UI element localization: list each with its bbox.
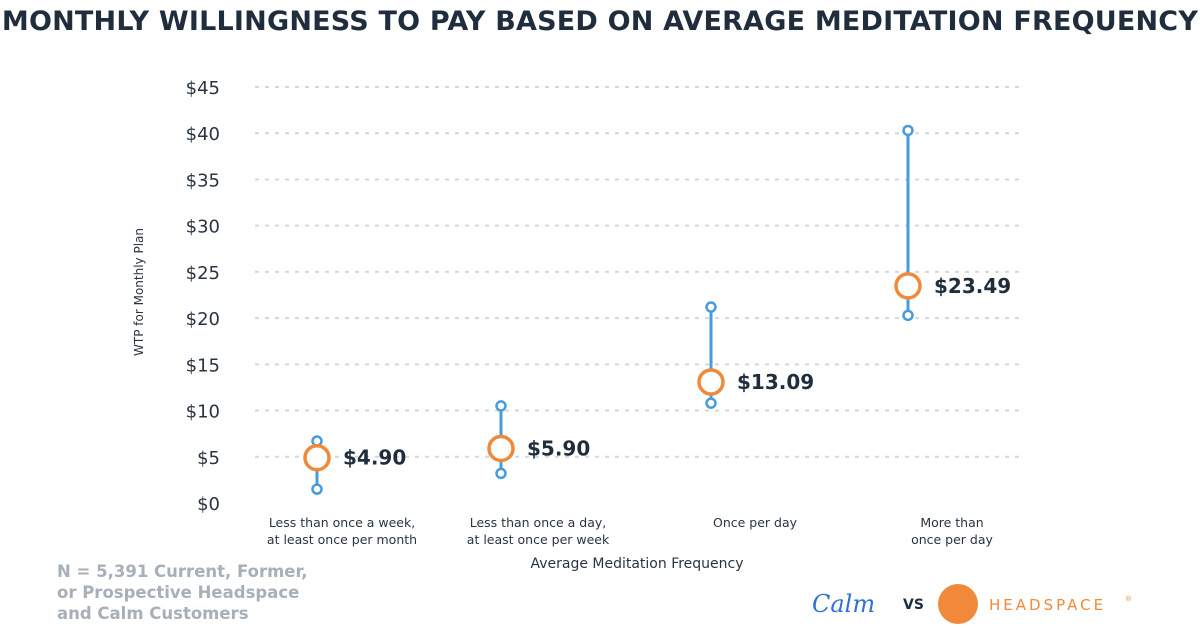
- data-label: $23.49: [934, 274, 1011, 298]
- range-high-point: [902, 124, 914, 137]
- y-tick-label: $0: [197, 494, 220, 515]
- median-marker: [303, 443, 331, 472]
- y-tick-label: $15: [186, 355, 220, 376]
- x-axis-ticks: Less than once a week, at least once per …: [267, 515, 994, 547]
- y-tick-label: $5: [197, 448, 220, 469]
- grid: [255, 86, 1020, 458]
- range-low-point: [311, 483, 323, 495]
- x-axis-label: Average Meditation Frequency: [530, 556, 743, 572]
- chart-title: MONTHLY WILLINGNESS TO PAY BASED ON AVER…: [2, 6, 1198, 37]
- range-low-point: [902, 309, 914, 322]
- range-group: $4.90: [303, 435, 406, 495]
- y-axis-ticks: $0 $5 $10 $15 $20 $25 $30 $35 $40 $45: [186, 78, 220, 515]
- range-low-point: [705, 397, 717, 409]
- median-marker: [697, 368, 725, 396]
- y-tick-label: $10: [186, 402, 220, 423]
- note-line: and Calm Customers: [57, 604, 249, 623]
- range-low-point: [495, 467, 507, 480]
- vs-label: VS: [903, 597, 924, 613]
- series: $4.90 $5.90 $13.09 $23.49: [303, 124, 1011, 495]
- y-tick-label: $35: [186, 170, 220, 191]
- y-tick-label: $30: [186, 217, 220, 238]
- range-group: $13.09: [697, 301, 814, 409]
- median-marker: [487, 434, 515, 463]
- range-high-point: [705, 301, 717, 313]
- sample-note: N = 5,391 Current, Former, or Prospectiv…: [57, 562, 307, 623]
- x-tick-label: once per day: [911, 532, 993, 547]
- calm-logo: Calm: [812, 590, 875, 618]
- range-high-point: [495, 400, 507, 412]
- x-tick-label: at least once per month: [267, 532, 417, 547]
- data-label: $4.90: [343, 446, 406, 470]
- note-line: N = 5,391 Current, Former,: [57, 562, 307, 581]
- x-tick-label: Less than once a week,: [269, 515, 415, 530]
- headspace-dot-icon: [938, 584, 978, 624]
- x-tick-label: Once per day: [713, 515, 798, 530]
- x-tick-label: at least once per week: [467, 532, 610, 547]
- x-tick-label: More than: [920, 515, 983, 530]
- y-tick-label: $45: [186, 78, 220, 99]
- brand-lockup: Calm VS HEADSPACE ®: [812, 584, 1132, 624]
- trademark-mark: ®: [1125, 595, 1132, 603]
- headspace-logo: HEADSPACE: [989, 596, 1106, 614]
- y-tick-label: $20: [186, 309, 220, 330]
- range-group: $5.90: [487, 400, 590, 480]
- note-line: or Prospective Headspace: [57, 583, 299, 602]
- data-label: $13.09: [737, 370, 814, 394]
- x-tick-label: Less than once a day,: [470, 515, 607, 530]
- y-tick-label: $25: [186, 263, 220, 284]
- y-axis-label: WTP for Monthly Plan: [132, 228, 146, 356]
- y-tick-label: $40: [186, 124, 220, 145]
- data-label: $5.90: [527, 436, 590, 460]
- median-marker: [894, 272, 922, 300]
- range-group: $23.49: [894, 124, 1011, 322]
